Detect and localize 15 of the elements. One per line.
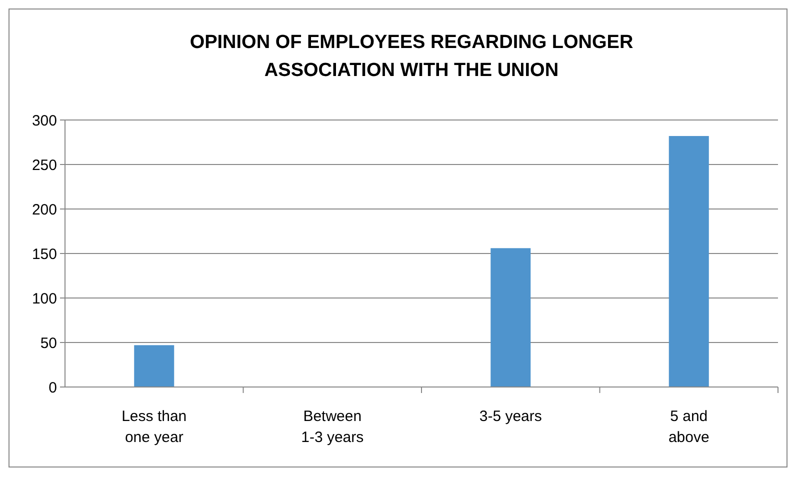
bar [668, 136, 709, 387]
y-tick-label: 100 [32, 290, 57, 308]
x-tick-label: Between 1-3 years [301, 408, 364, 446]
y-tick-label: 300 [32, 112, 57, 130]
y-tick-label: 200 [32, 201, 57, 218]
bar [490, 248, 531, 387]
y-tick-label: 250 [32, 156, 57, 174]
x-tick-label: Less than one year [122, 408, 187, 446]
chart-title: OPINION OF EMPLOYEES REGARDING LONGER ASSOCIATION WITH THE UNION [190, 32, 634, 81]
y-tick-label: 0 [48, 379, 57, 396]
y-tick-label: 150 [32, 246, 57, 263]
bar [134, 345, 174, 387]
y-tick-label: 50 [40, 334, 57, 352]
x-tick-label: 5 and above [668, 408, 710, 446]
x-tick-label: 3-5 years [479, 408, 542, 425]
